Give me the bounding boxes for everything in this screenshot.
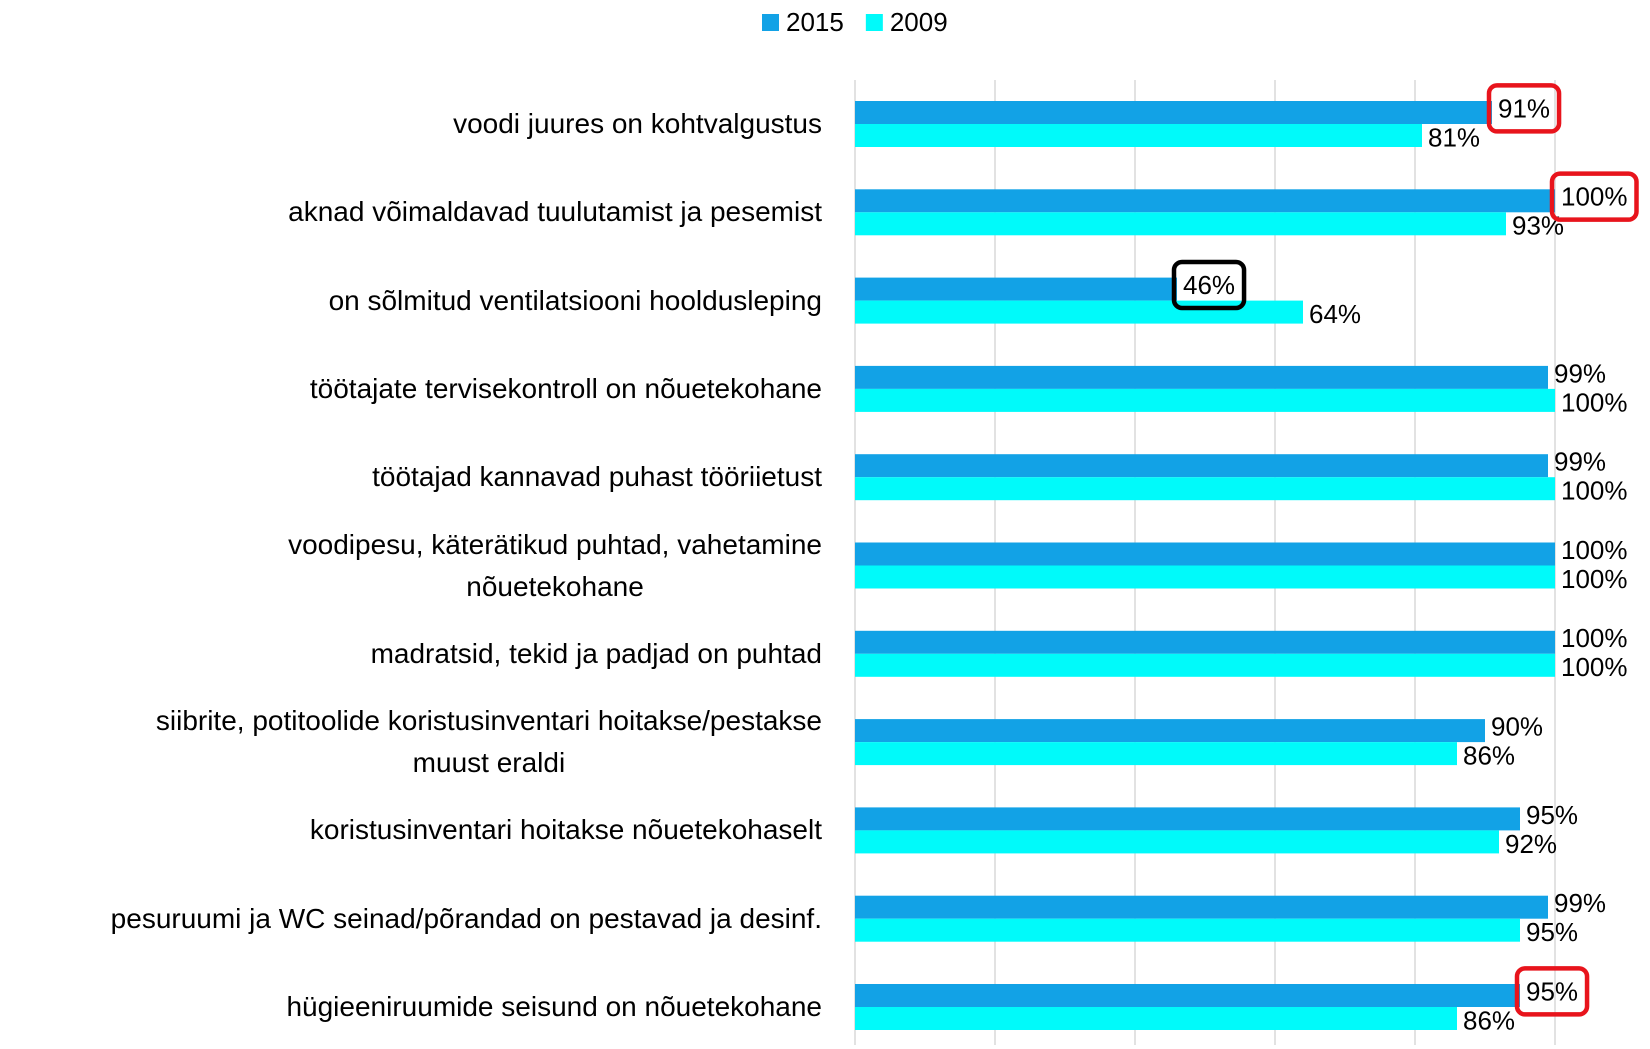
value-label: 95%	[1526, 800, 1578, 830]
value-label: 100%	[1561, 476, 1628, 506]
legend-label: 2009	[890, 7, 948, 37]
value-label: 99%	[1554, 888, 1606, 918]
value-label: 92%	[1505, 829, 1557, 859]
category-label: voodi juures on kohtvalgustus	[453, 108, 822, 139]
bar	[855, 477, 1555, 501]
bar	[855, 653, 1555, 677]
bar	[855, 212, 1506, 236]
category-label: voodipesu, käterätikud puhtad, vahetamin…	[288, 528, 822, 602]
value-label: 86%	[1463, 1005, 1515, 1035]
value-label: 99%	[1554, 358, 1606, 388]
category-label: koristusinventari hoitakse nõuetekohasel…	[309, 814, 822, 846]
category-label: aknad võimaldavad tuulutamist ja pesemis…	[288, 196, 822, 228]
category-label: töötajad kannavad puhast tööriietust	[372, 461, 822, 493]
highlight-box	[1171, 259, 1247, 311]
bar	[855, 895, 1548, 919]
category-label: hügieeniruumide seisund on nõuetekohane	[286, 991, 822, 1022]
legend-swatch	[865, 14, 883, 31]
bar	[855, 542, 1555, 566]
bar	[855, 124, 1422, 147]
value-label: 100%	[1561, 623, 1628, 653]
bar	[855, 388, 1555, 412]
value-label: 81%	[1428, 122, 1480, 152]
bar	[855, 189, 1555, 213]
category-label: on sõlmitud ventilatsiooni hooldusleping	[328, 284, 822, 316]
value-label: 86%	[1463, 740, 1515, 770]
legend-label: 2015	[786, 7, 844, 37]
value-label: 95%	[1526, 976, 1578, 1006]
legend-swatch	[762, 14, 779, 31]
highlight-box	[1549, 171, 1639, 222]
category-label: madratsid, tekid ja padjad on puhtad	[370, 637, 822, 669]
bar	[855, 918, 1520, 942]
bar	[855, 277, 1177, 301]
value-label: 91%	[1498, 93, 1550, 123]
value-label: 100%	[1561, 652, 1628, 682]
category-label: töötajate tervisekontroll on nõuetekohan…	[309, 372, 822, 404]
value-label: 90%	[1491, 711, 1543, 741]
bar	[855, 742, 1457, 766]
bar	[855, 300, 1303, 324]
bar	[855, 630, 1555, 654]
value-label: 100%	[1561, 535, 1628, 565]
value-label: 93%	[1512, 211, 1564, 241]
value-label: 100%	[1561, 564, 1628, 594]
highlight-box	[1486, 83, 1562, 134]
bar	[855, 719, 1485, 743]
highlight-box	[1514, 966, 1590, 1017]
bar	[855, 565, 1555, 589]
bar	[855, 830, 1499, 854]
bar	[855, 454, 1548, 478]
bar	[855, 984, 1520, 1007]
value-label: 99%	[1554, 447, 1606, 477]
bar	[855, 101, 1492, 124]
value-label: 64%	[1309, 299, 1361, 329]
category-label: siibrite, potitoolide koristusinventari …	[155, 705, 822, 779]
value-label: 46%	[1183, 270, 1235, 300]
value-label: 100%	[1561, 182, 1628, 212]
bar	[855, 365, 1548, 389]
bar	[855, 1007, 1457, 1030]
bar	[855, 807, 1520, 831]
value-label: 100%	[1561, 387, 1628, 417]
category-label: pesuruumi ja WC seinad/põrandad on pesta…	[110, 902, 822, 934]
value-label: 95%	[1526, 917, 1578, 947]
